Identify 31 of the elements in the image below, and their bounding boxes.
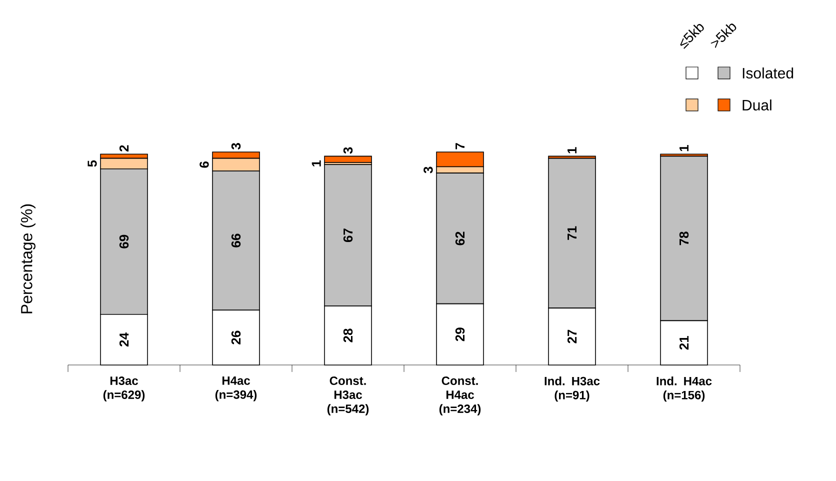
x-tick-label: Const. H4ac (n=234) <box>439 376 481 416</box>
x-tick-label: Ind. H4ac (n=156) <box>656 376 712 402</box>
x-tick-label: H3ac (n=629) <box>103 376 145 402</box>
data-label: 27 <box>567 330 577 344</box>
data-label: 29 <box>455 328 465 342</box>
legend-label: Dual <box>742 99 772 110</box>
data-label: 66 <box>231 234 241 248</box>
data-label: 67 <box>343 228 353 242</box>
data-label: 6 <box>200 161 209 168</box>
data-label: 26 <box>231 330 241 344</box>
data-label: 3 <box>424 166 433 174</box>
x-tick-label: Const. H3ac (n=542) <box>327 376 369 416</box>
data-label: 7 <box>456 143 464 150</box>
y-axis-title: Percentage (%) <box>20 204 36 314</box>
data-label: 24 <box>119 332 129 346</box>
x-tick-label: H4ac (n=394) <box>215 376 257 402</box>
data-label: 28 <box>343 328 353 342</box>
x-tick-label: Ind. H3ac (n=91) <box>544 376 600 402</box>
data-label: 5 <box>88 160 97 167</box>
data-label: 62 <box>455 232 465 246</box>
data-label: 3 <box>231 143 241 150</box>
data-label: 1 <box>568 147 576 154</box>
data-label: 78 <box>679 232 689 246</box>
data-label: 69 <box>119 234 129 248</box>
data-label: 2 <box>119 145 129 152</box>
data-label: 1 <box>312 160 321 166</box>
legend-label: Isolated <box>742 67 794 78</box>
data-label: 1 <box>680 145 688 152</box>
data-label: 21 <box>679 336 689 350</box>
data-label: 71 <box>568 226 576 240</box>
data-label: 3 <box>343 147 353 154</box>
